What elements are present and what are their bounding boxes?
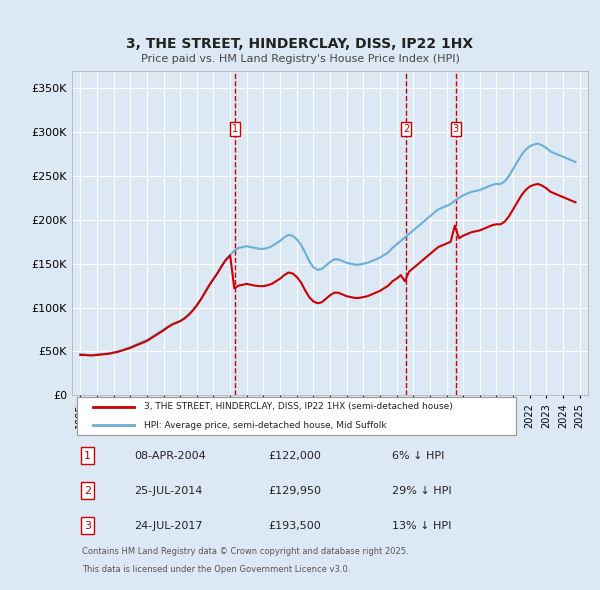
- Text: 1: 1: [84, 451, 91, 461]
- Text: 24-JUL-2017: 24-JUL-2017: [134, 521, 202, 531]
- Text: 29% ↓ HPI: 29% ↓ HPI: [392, 486, 452, 496]
- Text: 1: 1: [232, 124, 238, 134]
- Text: 3: 3: [84, 521, 91, 531]
- Text: 3: 3: [453, 124, 459, 134]
- Text: Contains HM Land Registry data © Crown copyright and database right 2025.: Contains HM Land Registry data © Crown c…: [82, 547, 409, 556]
- Text: 08-APR-2004: 08-APR-2004: [134, 451, 206, 461]
- Text: 3, THE STREET, HINDERCLAY, DISS, IP22 1HX (semi-detached house): 3, THE STREET, HINDERCLAY, DISS, IP22 1H…: [144, 402, 453, 411]
- Text: £122,000: £122,000: [268, 451, 321, 461]
- Text: 25-JUL-2014: 25-JUL-2014: [134, 486, 202, 496]
- Text: £193,500: £193,500: [268, 521, 321, 531]
- Text: 2: 2: [84, 486, 91, 496]
- Text: £129,950: £129,950: [268, 486, 321, 496]
- Text: 3, THE STREET, HINDERCLAY, DISS, IP22 1HX: 3, THE STREET, HINDERCLAY, DISS, IP22 1H…: [127, 37, 473, 51]
- Text: 13% ↓ HPI: 13% ↓ HPI: [392, 521, 451, 531]
- Text: 6% ↓ HPI: 6% ↓ HPI: [392, 451, 444, 461]
- Text: Price paid vs. HM Land Registry's House Price Index (HPI): Price paid vs. HM Land Registry's House …: [140, 54, 460, 64]
- Text: 2: 2: [403, 124, 409, 134]
- Text: This data is licensed under the Open Government Licence v3.0.: This data is licensed under the Open Gov…: [82, 565, 350, 574]
- Text: HPI: Average price, semi-detached house, Mid Suffolk: HPI: Average price, semi-detached house,…: [144, 421, 387, 430]
- FancyBboxPatch shape: [77, 398, 516, 434]
